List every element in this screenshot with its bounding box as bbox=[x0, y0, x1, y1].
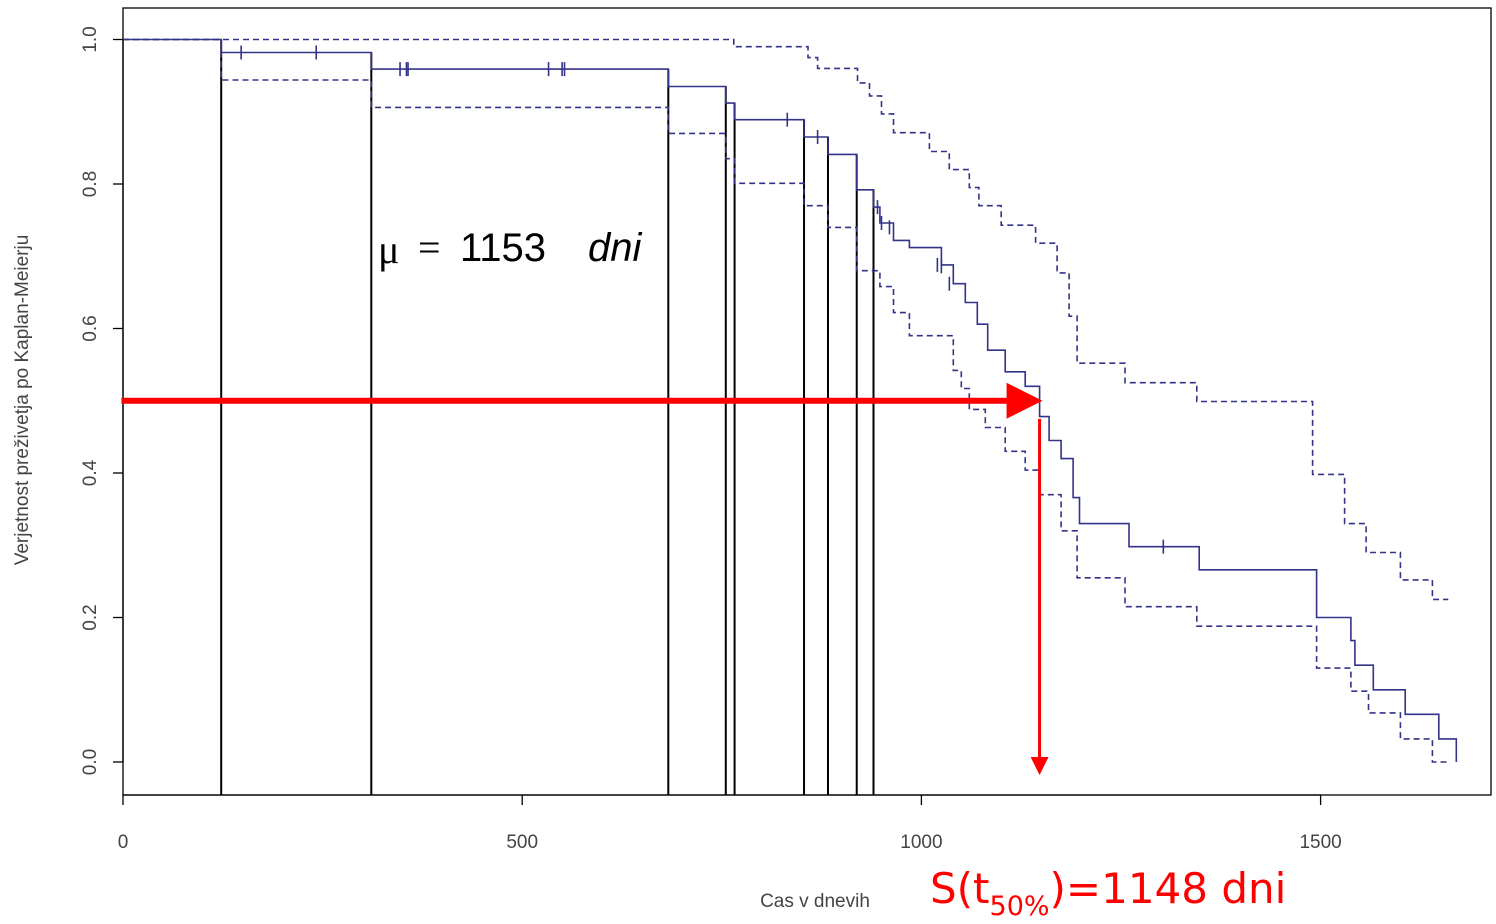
median-annotation: S(t50%)=1148 dni bbox=[930, 864, 1286, 922]
mean-symbol: μ bbox=[378, 227, 399, 272]
mean-annotation: μ = 1153 dni bbox=[378, 225, 642, 272]
mean-unit: dni bbox=[588, 226, 642, 270]
median-subscript: 50% bbox=[990, 891, 1050, 922]
x-tick-label: 0 bbox=[118, 832, 129, 853]
y-tick-label: 0.8 bbox=[80, 171, 101, 197]
y-axis: 0.0 0.2 0.4 0.6 0.8 1.0 bbox=[80, 26, 124, 775]
y-tick-label: 0.0 bbox=[80, 749, 101, 775]
median-markers bbox=[121, 382, 1049, 775]
x-tick-label: 500 bbox=[506, 832, 538, 853]
x-axis-title: Cas v dnevih bbox=[760, 891, 870, 912]
y-tick-label: 1.0 bbox=[80, 26, 101, 52]
y-tick-label: 0.4 bbox=[80, 459, 101, 486]
x-axis: 0 500 1000 1500 bbox=[118, 794, 1342, 853]
y-axis-title: Verjetnost preživetja po Kaplan-Meierju bbox=[12, 235, 33, 566]
reference-lines bbox=[220, 39, 875, 795]
km-upper-line bbox=[123, 38, 1449, 601]
mean-equals: = bbox=[418, 225, 441, 270]
mean-value: 1153 bbox=[460, 226, 546, 270]
censor-marks bbox=[240, 45, 1165, 554]
y-tick-label: 0.6 bbox=[80, 315, 101, 341]
median-suffix: )=1148 dni bbox=[1050, 864, 1287, 913]
km-estimate-line bbox=[123, 38, 1458, 762]
x-tick-label: 1500 bbox=[1299, 832, 1341, 853]
x-tick-label: 1000 bbox=[900, 832, 942, 853]
median-prefix: S(t bbox=[930, 864, 990, 913]
y-tick-label: 0.2 bbox=[80, 604, 101, 630]
